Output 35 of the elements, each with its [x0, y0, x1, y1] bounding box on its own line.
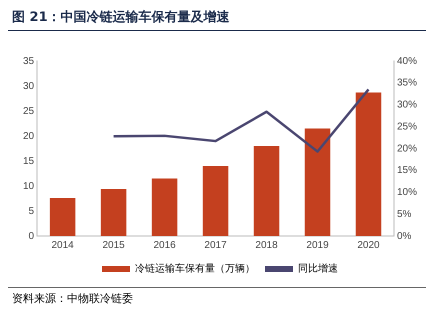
legend-label: 冷链运输车保有量（万辆）	[135, 262, 255, 275]
y2-tick-label: 15%	[396, 165, 418, 176]
y-tick-label: 30	[23, 80, 35, 92]
y2-tick-label: 40%	[396, 56, 418, 67]
bar	[304, 128, 330, 236]
text: 资料来源：中物联冷链委	[12, 291, 133, 306]
bar	[202, 166, 228, 236]
legend-label: 同比增速	[298, 262, 338, 275]
bar	[100, 189, 126, 236]
x-tick-label: 2018	[255, 240, 278, 251]
y2-tick-label: 5%	[396, 208, 412, 220]
y2-tick-label: 20%	[396, 143, 418, 154]
y-tick-label: 35	[23, 56, 35, 67]
y-tick-label: 5	[28, 206, 35, 217]
x-tick-label: 2017	[204, 240, 228, 251]
x-tick-label: 2015	[102, 240, 126, 251]
y2-tick-label: 25%	[396, 121, 418, 132]
y-tick-label: 15	[23, 156, 35, 167]
bar	[152, 178, 178, 236]
x-tick-label: 2016	[153, 240, 176, 251]
y-tick-label: 0	[28, 230, 35, 242]
y2-tick-label: 35%	[396, 78, 418, 89]
y2-tick-label: 10%	[396, 187, 418, 198]
bar	[356, 92, 382, 236]
bar	[50, 198, 76, 236]
y2-tick-label: 30%	[396, 100, 418, 110]
x-tick-label: 2019	[306, 240, 330, 251]
y-tick-label: 25	[23, 106, 35, 117]
bar	[254, 146, 280, 236]
y2-tick-label: 0%	[396, 230, 412, 242]
y-tick-label: 20	[23, 130, 35, 142]
chart-title: 图 21：中国冷链运输车保有量及增速	[12, 8, 230, 26]
x-tick-label: 2020	[357, 240, 380, 251]
x-tick-label: 2014	[51, 240, 74, 251]
y-tick-label: 10	[23, 180, 35, 192]
